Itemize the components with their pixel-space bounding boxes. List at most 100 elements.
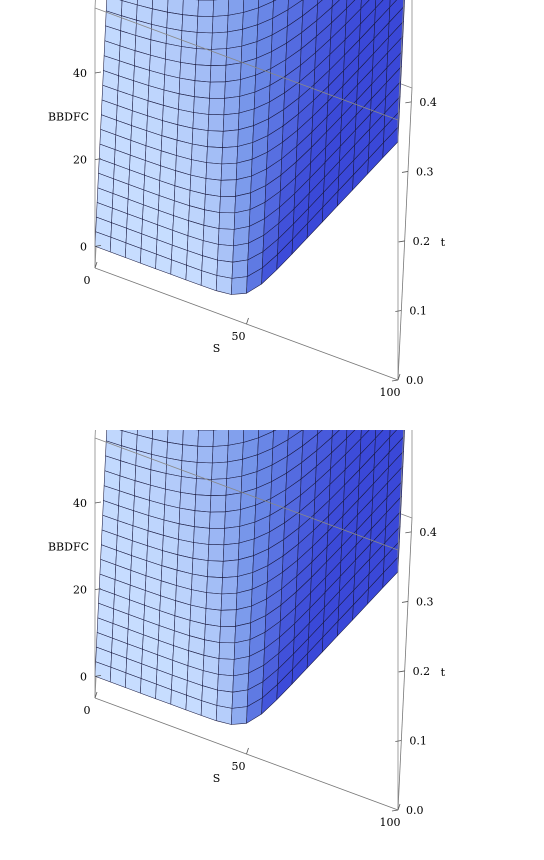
box-edge-right-bottom xyxy=(397,517,413,811)
z-tick-label: 40 xyxy=(73,497,87,510)
surface-cell xyxy=(178,77,196,97)
y-tick-label: 0.0 xyxy=(406,804,424,817)
surface-cell xyxy=(181,14,199,33)
box-edge-top-right xyxy=(397,0,405,121)
surface-cell xyxy=(219,196,236,214)
x-axis-label: S xyxy=(213,772,221,785)
surface-cell xyxy=(197,0,214,17)
surface-cell xyxy=(194,64,212,83)
surface-cell xyxy=(197,430,214,447)
surface-cell xyxy=(222,542,240,562)
x-tick-mark xyxy=(246,317,249,325)
box-edge-right-bottom xyxy=(397,87,413,381)
surface-cell xyxy=(211,461,228,480)
surface-cell xyxy=(389,430,397,438)
surface-cell xyxy=(179,492,196,511)
surface-cell xyxy=(216,689,234,709)
surface-cell xyxy=(196,462,213,480)
y-axis-label: t xyxy=(441,666,446,679)
x-tick-label: 50 xyxy=(232,760,246,773)
surface-cell xyxy=(210,48,227,66)
surface-cell xyxy=(209,494,227,513)
y-tick-mark xyxy=(395,740,402,742)
y-tick-mark xyxy=(401,601,409,603)
y-tick-label: 0.1 xyxy=(409,734,427,747)
x-tick-label: 50 xyxy=(232,330,246,343)
surface-cell xyxy=(196,15,214,34)
surface-cell xyxy=(217,674,234,693)
y-tick-label: 0.4 xyxy=(419,526,437,539)
z-tick-label: 40 xyxy=(73,67,87,80)
surface-plot-1-svg: 0 50 100 S 0.0 0.1 0.2 0.3 0.4 t 0 20 40 BBDFC xyxy=(48,0,446,399)
surface-cell xyxy=(181,30,198,49)
y-tick-mark xyxy=(405,101,412,104)
surface-cell xyxy=(223,96,241,116)
surface-cell xyxy=(178,507,196,527)
surface-cell xyxy=(231,259,249,279)
surface-plot-1: 0 50 100 S 0.0 0.1 0.2 0.3 0.4 t 0 20 40 BBDFC xyxy=(48,0,446,399)
surface-cell xyxy=(209,511,226,529)
z-axis: 0 20 40 BBDFC xyxy=(48,497,102,683)
surface-cell xyxy=(223,526,241,546)
surface-cell xyxy=(222,112,240,132)
surface-cell xyxy=(218,642,236,660)
z-tick-mark xyxy=(94,244,102,247)
surface-cell xyxy=(232,242,249,263)
surface-cell xyxy=(180,46,197,65)
surface-cell xyxy=(216,259,234,279)
z-tick-mark xyxy=(94,158,102,161)
z-tick-label: 20 xyxy=(73,584,87,597)
surface-cell xyxy=(227,442,244,463)
y-tick-mark xyxy=(398,240,405,243)
surface-cell xyxy=(225,475,243,496)
surface-cell xyxy=(194,510,211,529)
surface-cell xyxy=(211,31,228,50)
surface-mesh xyxy=(94,430,405,725)
surface-cell xyxy=(231,276,248,295)
surface-cell xyxy=(382,556,399,588)
surface-cell xyxy=(224,509,241,529)
surface-cell xyxy=(232,672,249,693)
surface-cell xyxy=(227,12,244,33)
surface-cell xyxy=(233,639,251,660)
surface-cell xyxy=(218,228,235,247)
surface-cell xyxy=(212,445,229,464)
x-tick-mark xyxy=(397,803,401,811)
surface-cell xyxy=(207,544,225,562)
y-tick-mark xyxy=(398,670,405,673)
z-tick-mark xyxy=(94,588,102,591)
surface-cell xyxy=(192,542,210,561)
surface-cell xyxy=(194,80,211,99)
surface-cell xyxy=(225,45,243,66)
surface-cell xyxy=(192,112,210,131)
surface-cell xyxy=(233,226,250,247)
surface-cell xyxy=(182,430,199,447)
surface-cell xyxy=(212,430,230,447)
surface-cell xyxy=(196,32,213,50)
surface-cell xyxy=(224,79,241,99)
surface-cell xyxy=(346,0,356,9)
surface-cell xyxy=(194,494,212,513)
surface-cell xyxy=(221,146,238,165)
surface-cell xyxy=(226,459,243,479)
surface-cell xyxy=(220,609,237,627)
surface-cell xyxy=(209,81,226,99)
surface-cell xyxy=(204,623,221,643)
surface-cell xyxy=(210,478,227,496)
y-tick-mark xyxy=(401,171,409,173)
surface-cell xyxy=(389,0,397,8)
surface-cell xyxy=(206,146,223,165)
surface-cell xyxy=(205,178,222,197)
y-tick-label: 0.2 xyxy=(413,665,431,678)
box-edge-top-right xyxy=(397,430,405,551)
surface-cell xyxy=(193,526,210,545)
surface-cell xyxy=(209,64,227,83)
surface-cell xyxy=(208,528,225,546)
z-tick-mark xyxy=(94,71,102,74)
surface-cell xyxy=(181,444,199,463)
surface-cell xyxy=(225,62,242,83)
surface-cell xyxy=(218,658,235,677)
z-tick-mark xyxy=(94,674,102,677)
surface-cell xyxy=(195,478,212,496)
x-axis: 0 50 100 S xyxy=(84,691,401,829)
